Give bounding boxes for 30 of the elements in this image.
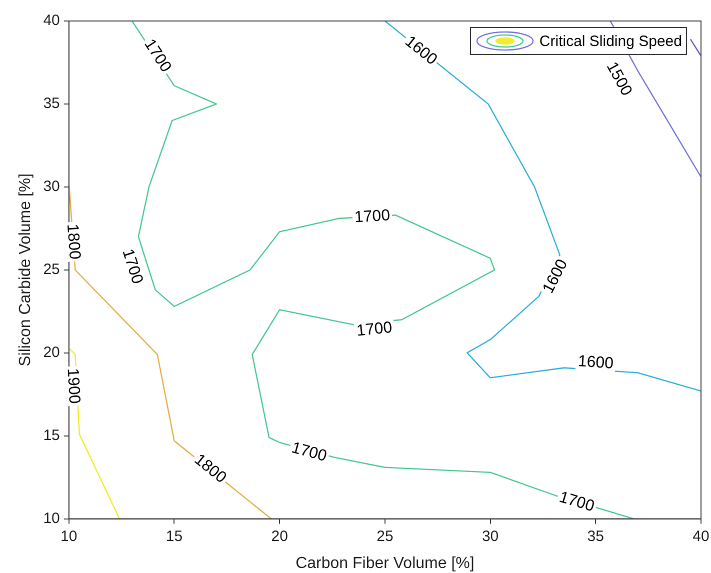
y-tick-label: 20: [43, 344, 60, 362]
annotation: 1700: [557, 488, 596, 516]
y-axis-title: Silicon Carbide Volume [%]: [17, 173, 34, 366]
x-tick-label: 40: [692, 528, 710, 545]
x-tick-label: 35: [587, 528, 604, 545]
x-tick-label: 30: [482, 528, 499, 545]
legend-title: Critical Sliding Speed: [539, 32, 682, 50]
y-tick-label: 35: [43, 95, 60, 112]
x-tick-label: 25: [376, 528, 394, 545]
annotation: 1800: [190, 451, 230, 487]
annotation: 1500: [602, 59, 635, 99]
y-tick-label: 10: [43, 510, 60, 527]
x-tick-label: 15: [166, 528, 183, 545]
y-tick-label: 25: [43, 261, 60, 278]
annotation: 1600: [577, 353, 614, 372]
annotation: 1600: [402, 33, 440, 69]
annotation: 1600: [540, 256, 572, 296]
y-tick-label: 40: [43, 12, 60, 30]
y-tick-label: 30: [43, 178, 60, 196]
x-tick-label: 10: [60, 528, 78, 545]
x-axis-title: Carbon Fiber Volume [%]: [296, 554, 474, 572]
x-tick-label: 20: [271, 528, 288, 545]
annotation: 1700: [356, 319, 394, 340]
annotation: 1700: [290, 439, 329, 466]
y-tick-label: 15: [43, 426, 60, 444]
annotation: 1700: [118, 247, 146, 286]
annotation: 1700: [354, 207, 391, 226]
annotation: 1800: [63, 223, 83, 260]
annotation: 1900: [64, 368, 83, 404]
legend-box: Critical Sliding Speed: [470, 27, 687, 55]
